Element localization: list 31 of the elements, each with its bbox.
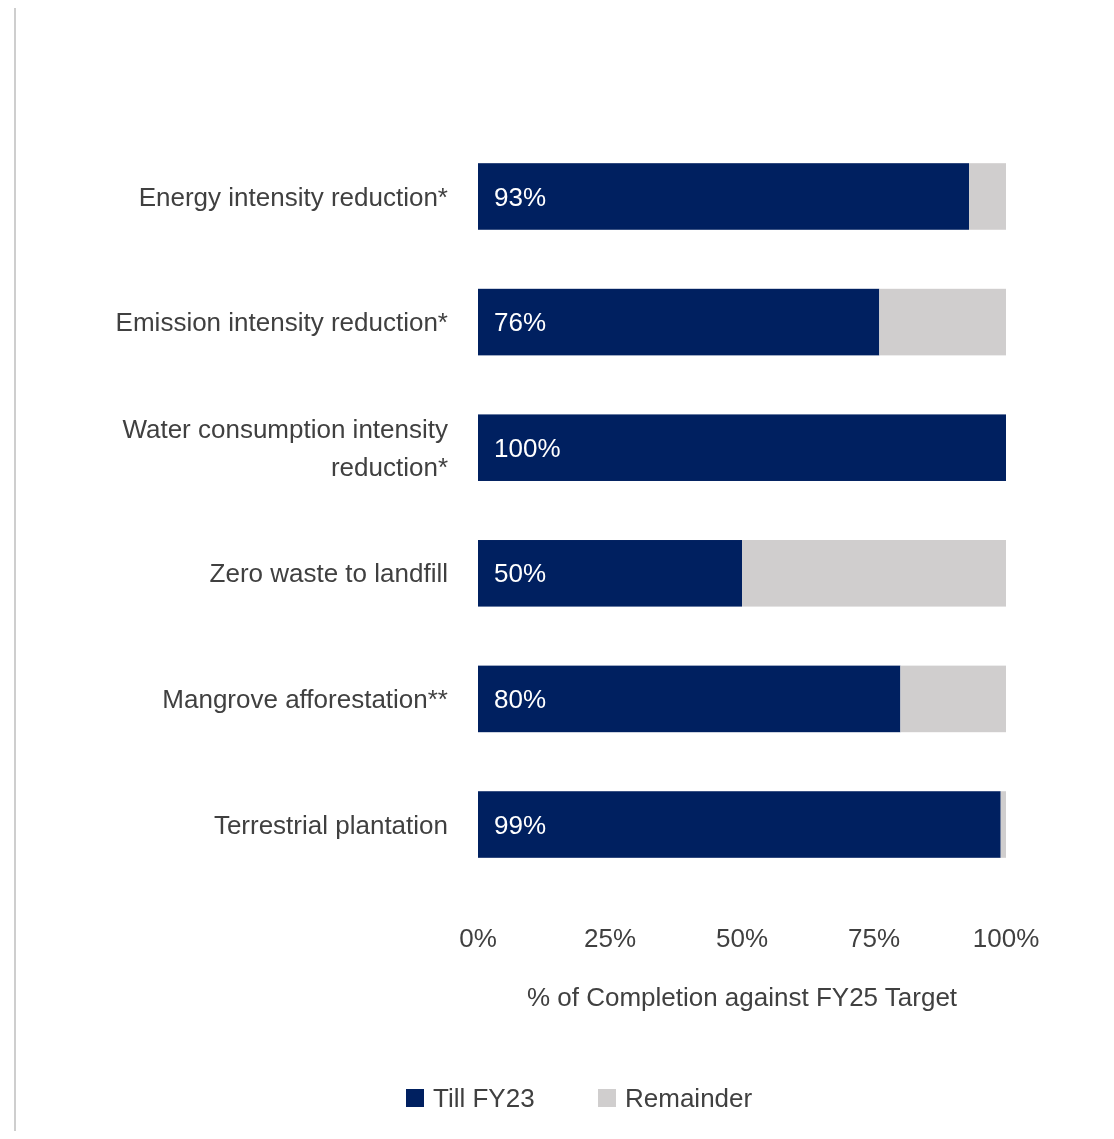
data-label: 80% bbox=[494, 684, 547, 715]
data-label: 100% bbox=[494, 432, 561, 463]
data-label: 76% bbox=[494, 307, 547, 338]
data-label: 99% bbox=[494, 809, 547, 840]
x-tick-label: 0% bbox=[459, 923, 497, 954]
y-tick-label: Water consumption intensity reduction* bbox=[122, 413, 448, 482]
bar bbox=[478, 665, 901, 733]
x-axis-title: % of Completion against FY25 Target bbox=[526, 982, 958, 1013]
bar bbox=[478, 540, 742, 607]
x-tick-label: 100% bbox=[972, 923, 1040, 954]
y-tick-label: Terrestrial plantation bbox=[213, 809, 448, 840]
bar bbox=[900, 665, 1006, 733]
bar bbox=[742, 540, 1006, 607]
y-tick-label: Emission intensity reduction* bbox=[115, 307, 448, 338]
bar bbox=[478, 163, 970, 230]
legend-label: Till FY23 bbox=[433, 1083, 535, 1114]
y-tick-label: Zero waste to landfill bbox=[209, 558, 448, 589]
y-tick-label: Energy intensity reduction* bbox=[138, 181, 448, 212]
bar bbox=[879, 288, 1006, 356]
x-tick-label: 25% bbox=[583, 923, 637, 954]
x-tick-label: 75% bbox=[847, 923, 901, 954]
y-tick-label: Mangrove afforestation** bbox=[162, 684, 448, 715]
legend-label: Remainder bbox=[625, 1083, 753, 1114]
x-tick-label: 50% bbox=[715, 923, 769, 954]
bar bbox=[969, 163, 1006, 230]
bar bbox=[478, 414, 1006, 481]
data-label: 50% bbox=[494, 558, 547, 589]
bar bbox=[478, 288, 880, 356]
data-label: 93% bbox=[494, 181, 547, 212]
bar bbox=[478, 791, 1001, 858]
bar bbox=[1000, 791, 1006, 858]
